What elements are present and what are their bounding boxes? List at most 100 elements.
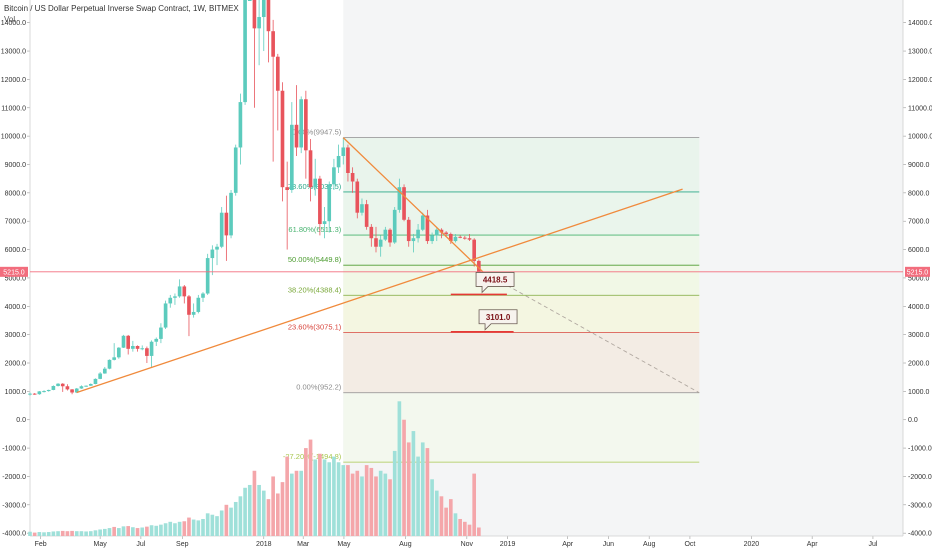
candle-body xyxy=(327,184,332,222)
candle-body xyxy=(360,204,364,213)
volume-bar xyxy=(215,516,219,536)
current-price-label-right: 5215.0 xyxy=(907,269,929,276)
y-tick-label-right: 11000.0 xyxy=(908,105,932,112)
current-price-label-left: 5215.0 xyxy=(3,269,25,276)
fib-band xyxy=(343,137,700,192)
candle-body xyxy=(420,215,425,230)
volume-bar xyxy=(65,531,70,536)
volume-bar xyxy=(355,470,360,536)
volume-bar xyxy=(205,513,210,536)
trendline xyxy=(342,137,484,273)
candle-body xyxy=(98,373,102,379)
candle-body xyxy=(74,388,79,393)
candle-body xyxy=(402,187,406,220)
volume-bar xyxy=(285,456,289,536)
volume-bar xyxy=(210,514,215,536)
candle-body xyxy=(472,239,477,261)
candle-body xyxy=(32,393,37,395)
candle-body xyxy=(37,391,42,395)
volume-bar xyxy=(439,496,444,536)
candle-body xyxy=(88,383,93,386)
y-tick-label-left: -3000.0 xyxy=(2,502,26,509)
volume-bar xyxy=(201,518,205,536)
candle-body xyxy=(65,386,70,390)
x-tick-label: Jun xyxy=(603,541,614,548)
y-tick-label-left: -4000.0 xyxy=(2,531,26,538)
candle-body xyxy=(131,345,135,349)
volume-bar xyxy=(294,470,299,536)
fib-band xyxy=(343,265,700,296)
candle-body xyxy=(117,347,121,358)
y-tick-label-left: 12000.0 xyxy=(1,77,26,84)
candle-body xyxy=(261,0,266,18)
y-tick-label-right: 9000.0 xyxy=(908,162,930,169)
candle-body xyxy=(304,99,308,151)
volume-bar xyxy=(275,493,280,536)
volume-bar xyxy=(378,470,383,536)
candle-body xyxy=(154,338,159,342)
x-tick-label: Sep xyxy=(176,541,189,548)
volume-bar xyxy=(56,531,60,536)
candle-body xyxy=(163,303,168,328)
y-tick-label-left: 0.0 xyxy=(16,417,26,424)
y-tick-label-right: 14000.0 xyxy=(908,20,932,27)
volume-bar xyxy=(360,476,364,536)
candle-body xyxy=(205,258,210,294)
candle-body xyxy=(102,368,107,374)
volume-bar xyxy=(392,450,397,536)
y-tick-label-left: 7000.0 xyxy=(5,219,27,226)
candle-body xyxy=(294,124,299,148)
volume-bar xyxy=(135,528,140,536)
volume-bar xyxy=(140,527,145,536)
fib-level-label: 61.80%(6511.3) xyxy=(288,225,341,234)
volume-bar xyxy=(121,526,126,536)
volume-bar xyxy=(402,419,406,536)
candle-body xyxy=(392,209,397,243)
volume-indicator-label[interactable]: Vol xyxy=(4,15,16,24)
candle-body xyxy=(430,235,434,242)
volume-bar xyxy=(411,431,416,536)
y-tick-label-right: -1000.0 xyxy=(908,446,932,453)
volume-bar xyxy=(430,479,434,536)
fib-level-label: 23.60%(3075.1) xyxy=(288,323,342,332)
volume-bar xyxy=(37,532,42,536)
volume-bar xyxy=(159,524,163,536)
fib-level-label: 50.00%(5449.8) xyxy=(288,255,342,264)
candle-body xyxy=(313,178,318,188)
volume-bar xyxy=(332,456,336,536)
x-tick-label: Jul xyxy=(136,541,145,548)
volume-bar xyxy=(261,490,266,536)
candle-body xyxy=(453,236,458,242)
volume-bar xyxy=(364,465,369,536)
volume-bar xyxy=(42,532,46,536)
y-tick-label-left: 9000.0 xyxy=(5,162,27,169)
candle-body xyxy=(70,389,74,393)
candle-body xyxy=(252,0,257,29)
candle-body xyxy=(182,286,187,297)
volume-bar xyxy=(467,524,472,536)
chart-header: Bitcoin / US Dollar Perpetual Inverse Sw… xyxy=(4,3,239,25)
candle-body xyxy=(318,178,322,225)
candle-body xyxy=(444,232,448,234)
candle-body xyxy=(346,147,350,173)
symbol-title: Bitcoin / US Dollar Perpetual Inverse Sw… xyxy=(4,4,239,13)
volume-bar xyxy=(182,521,187,536)
y-tick-label-right: 3000.0 xyxy=(908,332,930,339)
y-tick-label-left: -1000.0 xyxy=(2,446,26,453)
volume-bar xyxy=(163,523,168,536)
candle-body xyxy=(383,229,388,240)
volume-bar xyxy=(149,525,154,536)
candle-body xyxy=(60,383,65,387)
volume-bar xyxy=(229,507,233,536)
volume-bar xyxy=(79,531,84,536)
candle-body xyxy=(28,393,32,395)
candle-body xyxy=(271,31,275,57)
candle-body xyxy=(406,219,411,242)
y-tick-label-left: 11000.0 xyxy=(1,105,26,112)
volume-bar xyxy=(196,520,201,536)
candle-body xyxy=(332,167,336,185)
volume-bar xyxy=(336,462,341,536)
candle-body xyxy=(149,341,154,356)
volume-bar xyxy=(425,448,430,536)
